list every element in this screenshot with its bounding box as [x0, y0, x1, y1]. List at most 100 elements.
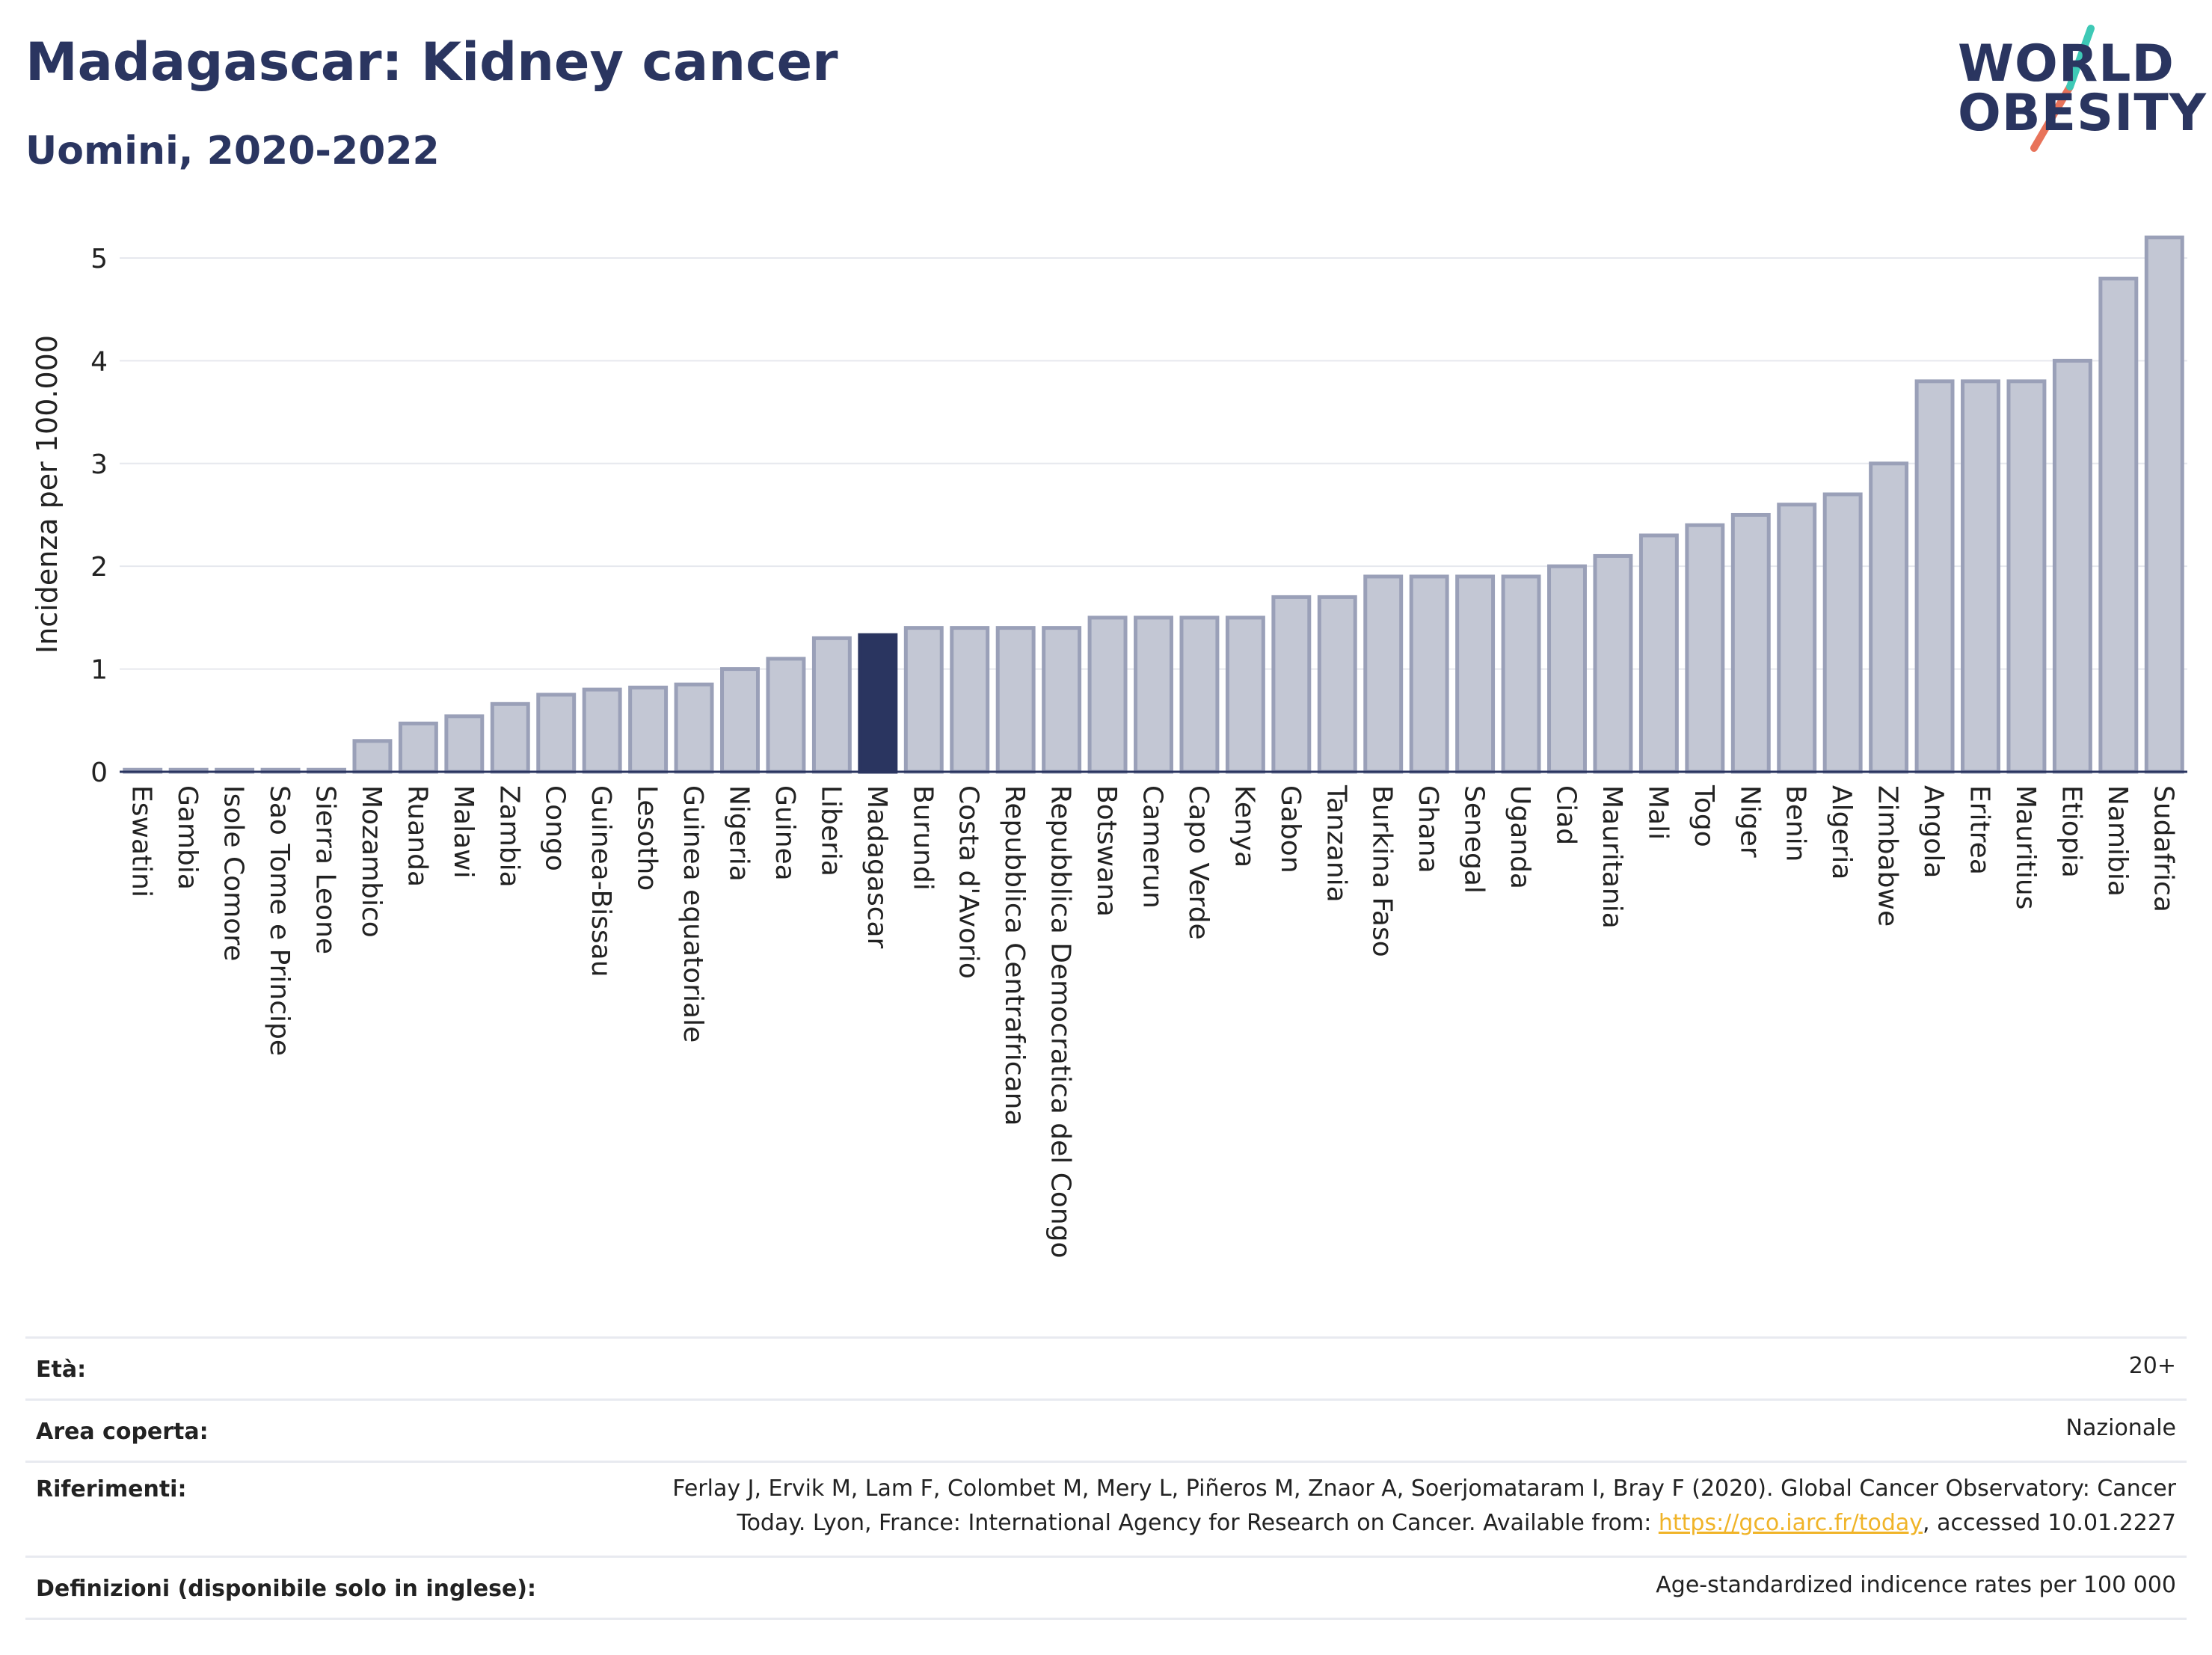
y-axis-label: Incidenza per 100.000: [31, 335, 64, 654]
reference-link[interactable]: https://gco.iarc.fr/today: [1658, 1510, 1923, 1536]
logo-line-1: WORLD: [1958, 34, 2175, 93]
x-tick-label: Etiopia: [2056, 785, 2086, 878]
x-tick-label: Congo: [540, 785, 571, 871]
bar-madagascar: [858, 633, 898, 774]
x-tick-label: Isole Comore: [218, 785, 249, 961]
y-tick-label: 2: [90, 552, 108, 583]
y-axis-ticks: 0 1 2 3 4 5: [90, 244, 108, 788]
x-tick-label: Angola: [1918, 785, 1949, 878]
bar-capo-verde: [1179, 615, 1220, 774]
bar-congo: [536, 693, 577, 774]
meta-eta-label: Età:: [36, 1357, 87, 1383]
bar-etiopia: [2052, 358, 2092, 774]
world-obesity-logo: WORLD OBESITY: [1944, 22, 2206, 157]
chart-bars: [123, 235, 2184, 774]
bar-ruanda: [398, 721, 438, 774]
bar-burundi: [903, 626, 944, 774]
bar-angola: [1914, 379, 1955, 774]
bar-algeria: [1822, 492, 1863, 774]
x-tick-label: Capo Verde: [1183, 785, 1214, 940]
meta-area-value: Nazionale: [2065, 1415, 2176, 1441]
bar-ghana: [1409, 574, 1449, 774]
page-subtitle: Uomini, 2020-2022: [25, 129, 440, 174]
bar-tanzania: [1317, 595, 1357, 774]
y-tick-label: 4: [90, 346, 108, 377]
meta-ref-line1: Ferlay J, Ervik M, Lam F, Colombet M, Me…: [672, 1476, 2176, 1502]
meta-ref-line2-pre: Today. Lyon, France: International Agenc…: [737, 1510, 1659, 1536]
meta-def-label: Definizioni (disponibile solo in inglese…: [36, 1576, 536, 1602]
x-tick-label: Guinea equatoriale: [678, 785, 708, 1043]
bar-eritrea: [1961, 379, 2000, 774]
x-tick-label: Eswatini: [126, 785, 157, 897]
x-tick-label: Tanzania: [1321, 784, 1351, 903]
bar-mozambico: [352, 739, 393, 774]
page-title: Madagascar: Kidney cancer: [25, 31, 838, 93]
x-tick-label: Lesotho: [632, 785, 663, 891]
meta-eta-value: 20+: [2128, 1353, 2176, 1379]
x-tick-label: Mali: [1642, 785, 1673, 840]
bar-chart: 0 1 2 3 4 5 Eswatini Gambia Isole Comore Sao Tom…: [31, 235, 2187, 1259]
x-tick-label: Malawi: [448, 785, 479, 879]
meta-ref-label: Riferimenti:: [36, 1476, 187, 1502]
x-tick-label: Ruanda: [402, 785, 432, 887]
x-tick-label: Benin: [1781, 785, 1811, 862]
bar-kenya: [1225, 615, 1265, 774]
bar-repubblica-centrafricana: [995, 626, 1036, 774]
bar-uganda: [1501, 574, 1541, 774]
meta-row-area: Area coperta: Nazionale: [25, 1401, 2187, 1463]
bar-niger: [1730, 512, 1771, 774]
x-tick-label: Burundi: [907, 785, 938, 891]
x-axis-ticks: Eswatini Gambia Isole Comore Sao Tome e Pri…: [126, 784, 2179, 1259]
x-tick-label: Uganda: [1505, 785, 1535, 889]
x-tick-label: Togo: [1689, 784, 1719, 847]
x-tick-label: Mauritania: [1597, 785, 1627, 929]
bar-guinea-equatoriale: [674, 682, 714, 774]
bar-costa-d-avorio: [950, 626, 990, 774]
x-tick-label: Sao Tome e Principe: [264, 785, 295, 1056]
bar-nigeria: [720, 667, 760, 774]
bar-zambia: [490, 701, 530, 774]
bar-mauritania: [1593, 553, 1633, 774]
bar-gabon: [1271, 595, 1312, 774]
logo-line-2: OBESITY: [1958, 84, 2207, 143]
x-tick-label: Madagascar: [861, 785, 892, 949]
meta-def-value: Age-standardized indicence rates per 100…: [1656, 1572, 2176, 1598]
x-tick-label: Costa d'Avorio: [953, 785, 984, 979]
x-tick-label: Repubblica Centrafricana: [999, 785, 1030, 1126]
bar-togo: [1685, 523, 1725, 774]
x-tick-label: Algeria: [1826, 785, 1857, 880]
x-tick-label: Gabon: [1275, 785, 1306, 873]
bar-zimbabwe: [1869, 461, 1909, 774]
x-tick-label: Namibia: [2102, 785, 2133, 897]
y-tick-label: 3: [90, 449, 108, 480]
bar-sudafrica: [2144, 235, 2184, 774]
bar-ciad: [1547, 564, 1587, 774]
meta-row-definitions: Definizioni (disponibile solo in inglese…: [25, 1558, 2187, 1620]
logo-slash-icon: [2030, 25, 2095, 152]
x-tick-label: Sierra Leone: [310, 785, 341, 954]
bar-camerun: [1134, 615, 1173, 774]
x-tick-label: Eritrea: [1964, 785, 1995, 875]
bar-guinea: [766, 657, 806, 774]
bar-mali: [1638, 533, 1679, 774]
x-tick-label: Repubblica Democratica del Congo: [1045, 785, 1076, 1259]
bar-botswana: [1087, 615, 1128, 774]
bar-lesotho: [628, 685, 669, 774]
y-tick-label: 1: [90, 655, 108, 686]
x-tick-label: Niger: [1734, 785, 1765, 858]
bar-mauritius: [2006, 379, 2047, 774]
x-tick-label: Botswana: [1091, 785, 1122, 917]
meta-ref-value: Ferlay J, Ervik M, Lam F, Colombet M, Me…: [672, 1472, 2176, 1541]
x-tick-label: Senegal: [1459, 785, 1490, 894]
bar-repubblica-democratica-del-congo: [1042, 626, 1082, 774]
y-tick-label: 5: [90, 244, 108, 274]
meta-ref-line2-post: , accessed 10.01.2227: [1923, 1510, 2176, 1536]
bar-namibia: [2098, 276, 2139, 774]
bar-liberia: [811, 636, 852, 774]
bar-benin: [1777, 503, 1817, 774]
x-tick-label: Ciad: [1551, 785, 1582, 845]
x-tick-label: Mauritius: [2010, 785, 2041, 909]
x-tick-label: Burkina Faso: [1367, 785, 1398, 957]
x-tick-label: Kenya: [1229, 785, 1259, 868]
bar-burkina-faso: [1363, 574, 1404, 774]
